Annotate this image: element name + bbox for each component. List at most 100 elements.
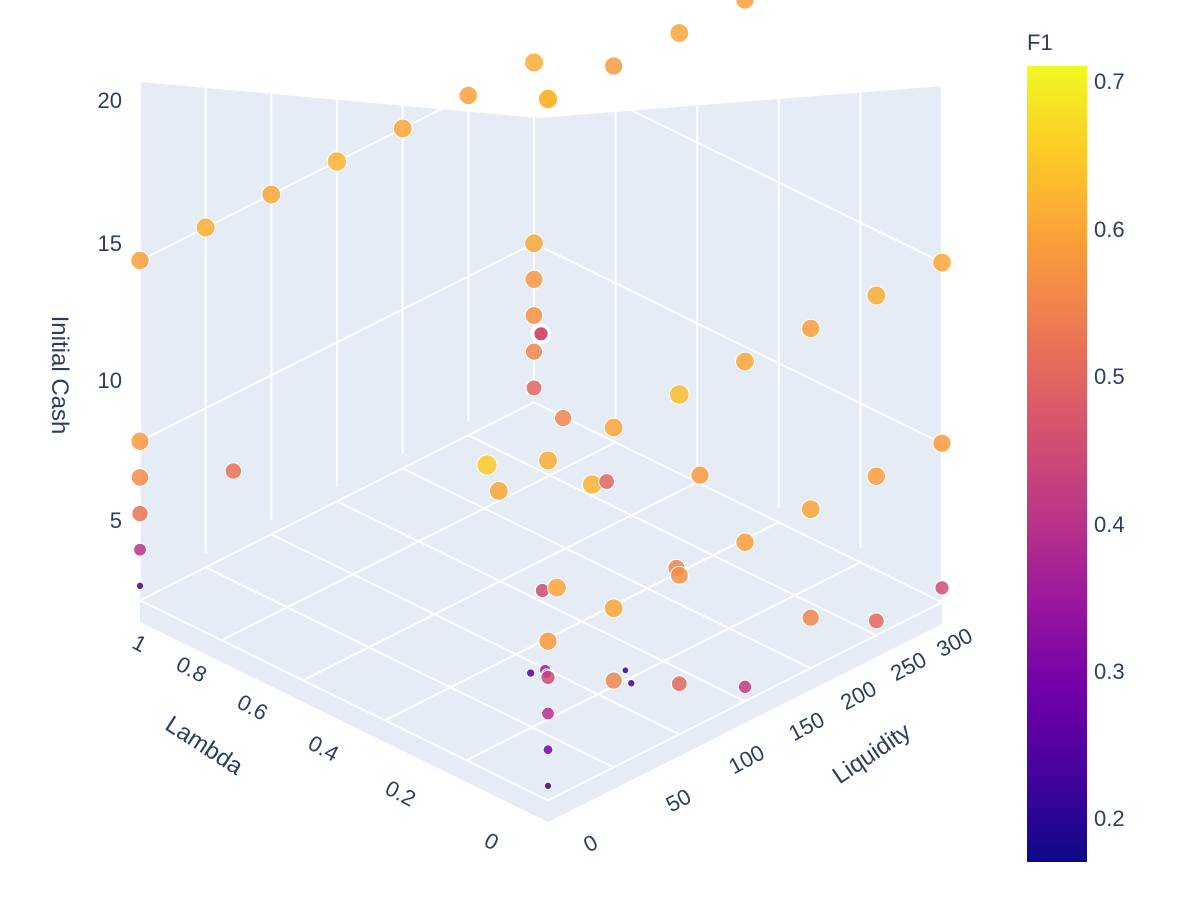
colorbar: F1 0.2 0.3 0.4 0.5 0.6 0.7 [1027, 30, 1125, 862]
z-axis: 5 10 15 20 Initial Cash [46, 88, 122, 533]
grid-line [270, 533, 680, 736]
data-point [735, 532, 755, 552]
grid-line [402, 467, 812, 670]
z-tick: 15 [98, 231, 122, 256]
data-point [538, 450, 558, 471]
grid-line [533, 242, 943, 445]
data-point [932, 433, 952, 453]
data-point [547, 577, 567, 598]
lambda-tick: 0.6 [233, 689, 272, 725]
data-point [737, 679, 753, 695]
data-point [524, 233, 544, 254]
colorbar-tick: 0.3 [1094, 659, 1125, 684]
data-point [525, 379, 543, 397]
data-point [537, 88, 559, 110]
grid-line [384, 521, 780, 722]
data-point [540, 669, 556, 686]
colorbar-gradient [1027, 66, 1087, 862]
colorbar-tick: 0.4 [1094, 512, 1125, 537]
data-point [538, 631, 558, 651]
data-point [735, 351, 755, 372]
grid-line [221, 441, 617, 642]
data-point [604, 671, 623, 690]
data-point [598, 473, 616, 490]
data-point [932, 252, 952, 273]
liquidity-tick: 100 [724, 740, 768, 779]
grid-line [533, 61, 943, 264]
lambda-tick: 0.2 [381, 775, 420, 811]
data-point [553, 409, 573, 428]
data-point [542, 744, 554, 756]
colorbar-tick: 0.6 [1094, 217, 1125, 242]
data-point [800, 499, 821, 520]
data-point [524, 269, 544, 289]
liquidity-tick: 200 [836, 676, 880, 715]
data-point [669, 23, 690, 43]
data-point [533, 326, 549, 342]
lambda-tick: 0.4 [304, 730, 343, 766]
liquidity-tick: 150 [784, 707, 828, 746]
liquidity-tick: 300 [932, 623, 976, 662]
grid-line [139, 401, 535, 602]
data-point [627, 679, 636, 688]
grid-line [205, 566, 615, 769]
grid-line [465, 561, 861, 762]
data-point [735, 0, 755, 10]
data-point [543, 781, 553, 791]
grid-line [533, 401, 943, 604]
liquidity-axis-title: Liquidity [828, 718, 916, 790]
z-axis-title: Initial Cash [46, 316, 73, 435]
data-point [866, 466, 887, 486]
data-point [130, 250, 150, 271]
data-point [621, 666, 630, 675]
data-point [669, 565, 689, 585]
data-point [524, 306, 544, 325]
lambda-tick: 1 [128, 629, 151, 657]
data-point [541, 706, 555, 721]
data-point [195, 217, 216, 238]
grid-line [467, 434, 877, 637]
liquidity-tick: 50 [662, 784, 695, 818]
data-point [130, 431, 150, 451]
data-point [604, 56, 624, 76]
data-point [392, 118, 413, 139]
grid-line [302, 481, 698, 682]
pane-left-wall [140, 82, 538, 648]
data-point [801, 608, 820, 627]
data-point [524, 52, 544, 73]
colorbar-tick: 0.7 [1094, 69, 1125, 94]
data-point [133, 542, 147, 557]
lambda-tick: 0.8 [172, 651, 211, 687]
grid-line [336, 500, 746, 703]
data-point [326, 151, 348, 172]
data-point [224, 462, 243, 480]
grid-line [772, 0, 943, 83]
colorbar-title: F1 [1027, 30, 1053, 55]
data-point [669, 384, 690, 405]
grid-line [139, 599, 549, 802]
data-point [866, 285, 887, 306]
data-point [488, 481, 509, 501]
liquidity-tick: 250 [886, 647, 930, 686]
lambda-axis-title: Lambda [160, 711, 248, 781]
data-point [603, 598, 624, 619]
data-points [130, 0, 952, 791]
lambda-tick: 0 [480, 827, 503, 855]
data-point [524, 342, 544, 361]
data-point [867, 612, 885, 630]
colorbar-tick: 0.5 [1094, 364, 1125, 389]
z-tick: 5 [110, 508, 122, 533]
z-tick: 10 [98, 368, 122, 393]
data-point [800, 318, 821, 339]
data-point [131, 504, 149, 523]
data-point [690, 465, 710, 485]
liquidity-tick: 0 [579, 829, 602, 857]
data-point [261, 184, 282, 205]
data-point [130, 468, 150, 487]
grid-line [547, 601, 943, 802]
colorbar-tick: 0.2 [1094, 806, 1125, 831]
data-point [934, 580, 950, 596]
data-point [458, 85, 479, 106]
data-point [135, 581, 145, 591]
z-tick: 20 [98, 88, 122, 113]
